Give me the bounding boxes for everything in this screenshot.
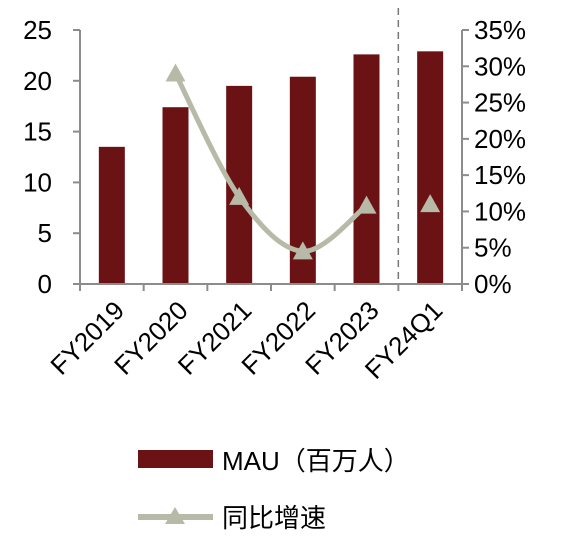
right-tick-label: 35% <box>474 15 526 45</box>
growth-marker <box>356 195 377 214</box>
line-series <box>165 63 441 260</box>
right-tick-label: 10% <box>474 196 526 226</box>
legend-swatch-mau <box>138 450 213 468</box>
growth-marker <box>165 63 186 82</box>
legend-label-mau: MAU（百万人） <box>222 446 410 476</box>
right-tick-label: 30% <box>474 51 526 81</box>
bar <box>98 146 125 284</box>
right-axis: 0% 5% 10% 15% 20% 25% 30% 35% <box>461 15 526 299</box>
left-tick-label: 5 <box>38 218 52 248</box>
left-tick-label: 20 <box>23 66 52 96</box>
bar <box>353 54 380 284</box>
legend-label-growth: 同比增速 <box>222 503 326 533</box>
growth-line <box>173 72 369 254</box>
legend-swatch-growth-marker <box>165 507 185 524</box>
left-axis: 0 5 10 15 20 25 <box>23 15 81 299</box>
growth-marker <box>292 241 313 260</box>
right-tick-label: 25% <box>474 88 526 118</box>
bar <box>417 51 444 284</box>
growth-marker <box>229 186 250 205</box>
left-tick-label: 15 <box>23 117 52 147</box>
left-tick-label: 0 <box>38 269 52 299</box>
legend: MAU（百万人） 同比增速 <box>138 446 410 533</box>
bar <box>162 107 189 284</box>
right-tick-label: 15% <box>474 160 526 190</box>
left-tick-label: 10 <box>23 167 52 197</box>
right-tick-label: 0% <box>474 269 512 299</box>
right-tick-label: 20% <box>474 124 526 154</box>
bar-series <box>98 51 444 285</box>
right-tick-label: 5% <box>474 233 512 263</box>
growth-marker <box>420 194 441 213</box>
left-tick-label: 25 <box>23 15 52 45</box>
